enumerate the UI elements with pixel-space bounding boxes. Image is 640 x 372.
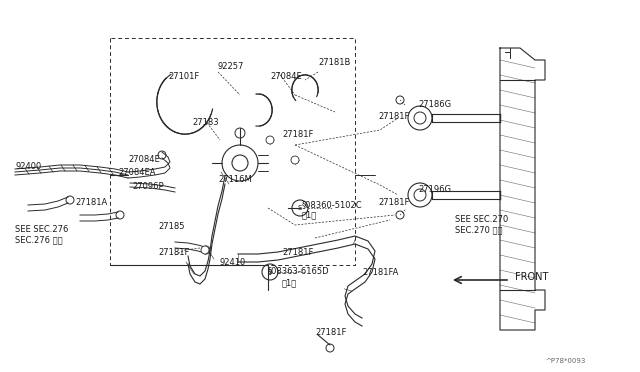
Circle shape — [201, 246, 209, 254]
Text: （1）: （1） — [282, 278, 297, 287]
Text: SEC.276 参照: SEC.276 参照 — [15, 235, 63, 244]
Text: SEE SEC.276: SEE SEC.276 — [15, 225, 68, 234]
Text: 27186G: 27186G — [418, 100, 451, 109]
Text: 27084E: 27084E — [128, 155, 160, 164]
Text: 27084E: 27084E — [270, 72, 301, 81]
Text: 27181F: 27181F — [158, 248, 189, 257]
Text: 27181FA: 27181FA — [362, 268, 398, 277]
Text: 27181F: 27181F — [378, 112, 410, 121]
Text: 27181F: 27181F — [378, 198, 410, 207]
Text: 92257: 92257 — [218, 62, 244, 71]
Text: 27183: 27183 — [192, 118, 219, 127]
Text: 27181B: 27181B — [318, 58, 350, 67]
Text: §08363-6165D: §08363-6165D — [268, 266, 330, 275]
Text: 27116M: 27116M — [218, 175, 252, 184]
Circle shape — [291, 156, 299, 164]
Text: S: S — [298, 205, 302, 211]
Text: 92400: 92400 — [15, 162, 41, 171]
Text: S: S — [268, 269, 272, 275]
Text: FRONT: FRONT — [515, 272, 548, 282]
Text: 27185: 27185 — [158, 222, 184, 231]
Text: 27196G: 27196G — [418, 185, 451, 194]
Text: ^P78*0093: ^P78*0093 — [545, 358, 586, 364]
Text: 92410: 92410 — [220, 258, 246, 267]
Text: 27181A: 27181A — [75, 198, 108, 207]
Text: 27181F: 27181F — [315, 328, 346, 337]
Text: 27101F: 27101F — [168, 72, 199, 81]
Circle shape — [266, 136, 274, 144]
Text: SEE SEC.270: SEE SEC.270 — [455, 215, 508, 224]
Text: 27096P: 27096P — [132, 182, 164, 191]
Text: SEC.270 参照: SEC.270 参照 — [455, 225, 502, 234]
Text: （1）: （1） — [302, 210, 317, 219]
Text: 27181F: 27181F — [282, 248, 314, 257]
Text: §08360-5102C: §08360-5102C — [302, 200, 363, 209]
Text: 27181F: 27181F — [282, 130, 314, 139]
Text: 27084EA: 27084EA — [118, 168, 156, 177]
